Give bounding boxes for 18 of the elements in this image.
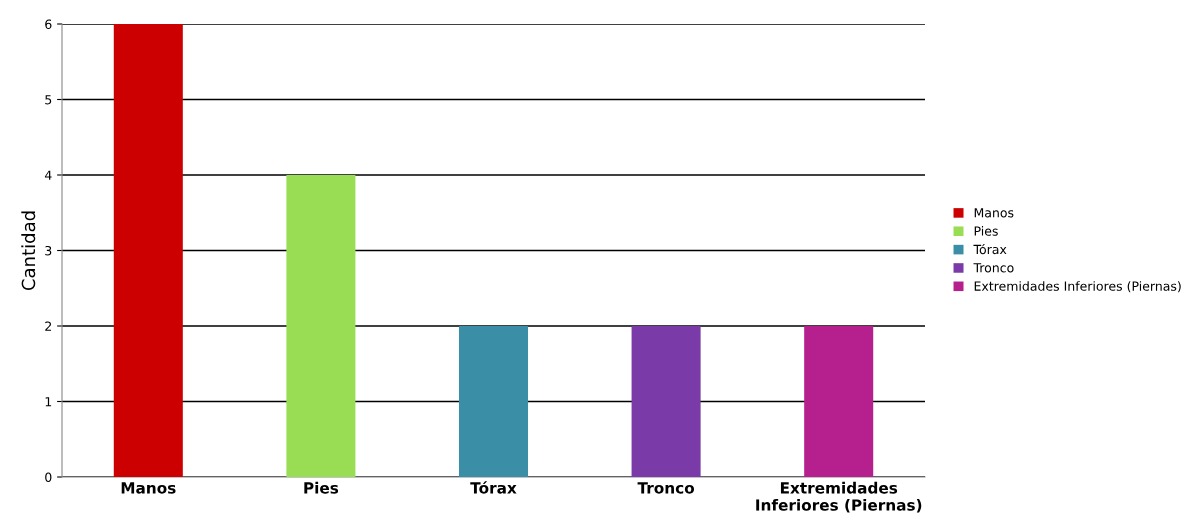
y-tick-label: 3 — [45, 245, 52, 256]
legend-label: Extremidades Inferiores (Piernas) — [974, 281, 1181, 293]
legend-label: Tronco — [973, 263, 1014, 273]
legend-label: Manos — [974, 208, 1014, 218]
x-tick-label: Tórax — [470, 481, 517, 494]
y-tick-label: 4 — [44, 170, 52, 180]
y-tick-label: 2 — [45, 321, 52, 331]
y-axis-title: Cantidad — [21, 211, 36, 291]
y-tick-label: 0 — [45, 472, 52, 482]
y-tick-label: 6 — [45, 19, 52, 29]
x-tick-label: Extremidades Inferiores (Piernas) — [756, 481, 922, 513]
legend-label: Pies — [974, 226, 998, 236]
x-tick-label: Pies — [304, 481, 339, 494]
x-tick-label: Tronco — [637, 482, 695, 494]
y-tick-label: 5 — [45, 95, 52, 105]
y-tick-label: 1 — [45, 397, 52, 407]
x-tick-label: Manos — [121, 482, 176, 494]
legend-label: Tórax — [973, 243, 1007, 255]
